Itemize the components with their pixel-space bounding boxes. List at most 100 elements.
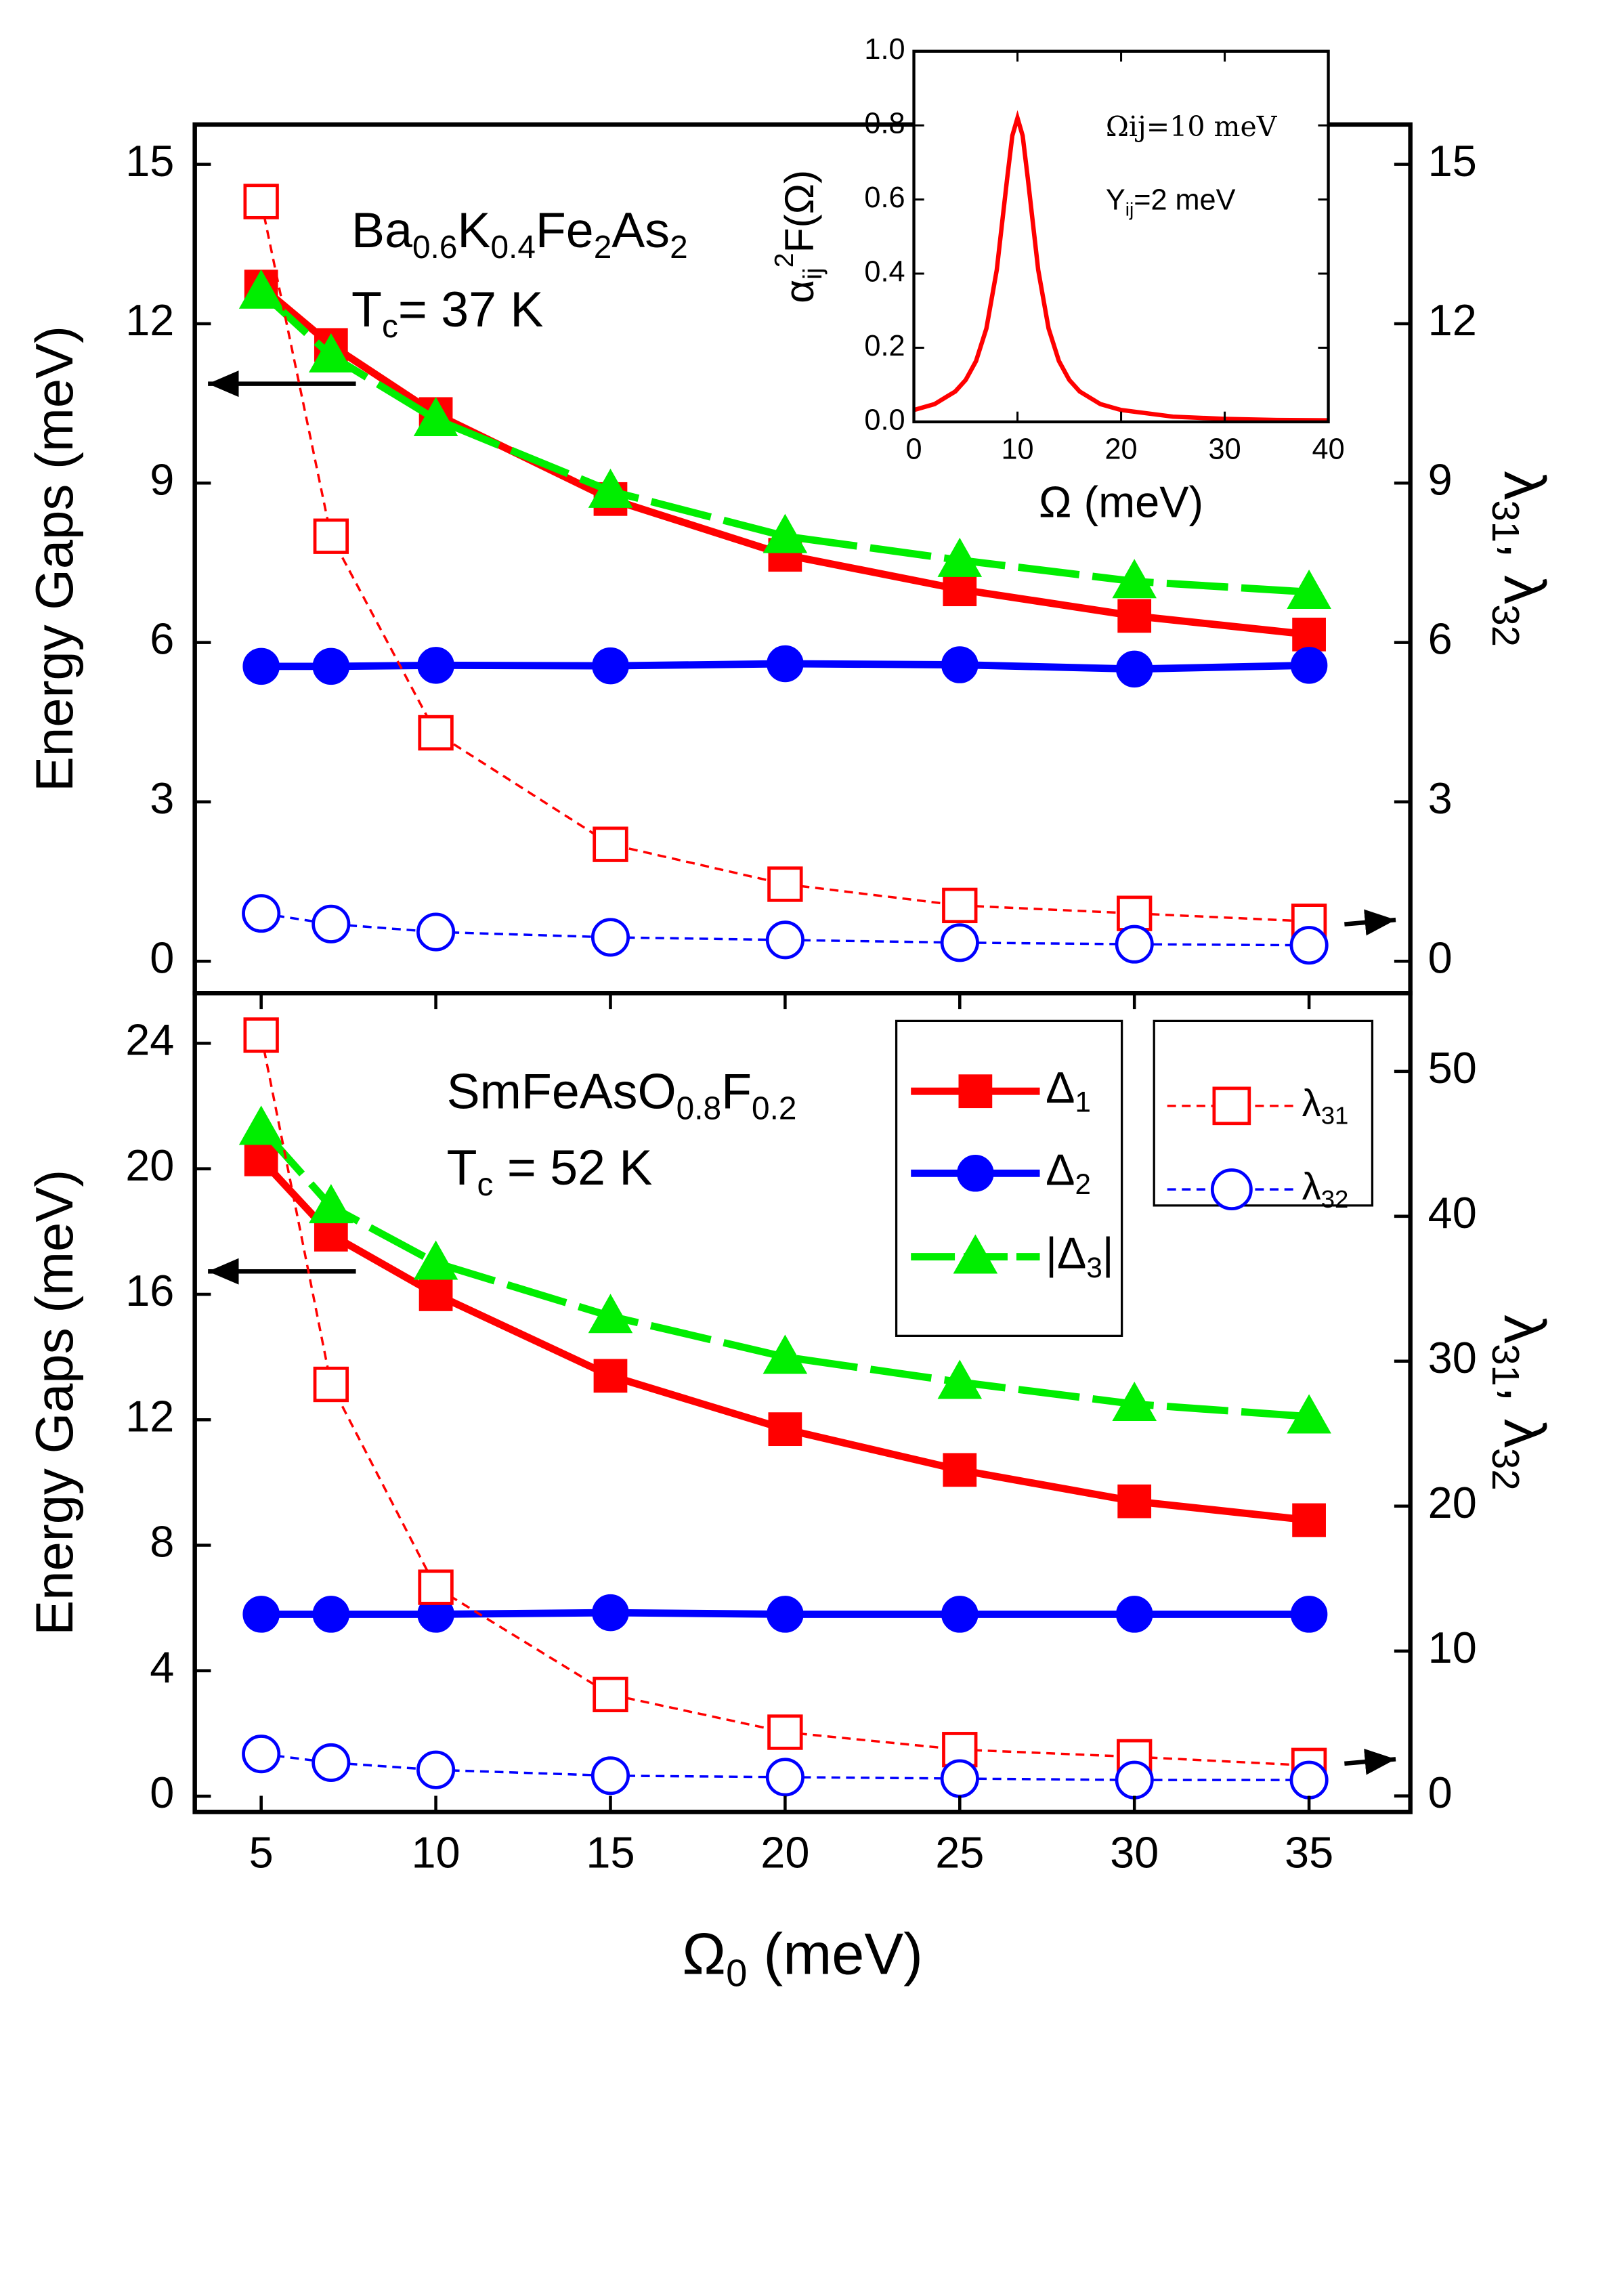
marker-circle <box>242 894 281 933</box>
annotation: Ωij=10 meV <box>1106 110 1278 143</box>
y2-tick-label: 9 <box>1428 454 1453 504</box>
subscript: 0.6 <box>412 230 457 265</box>
annotation: Tc= 37 K <box>351 281 543 344</box>
marker-circle <box>590 918 630 957</box>
marker-triangle <box>413 1240 458 1280</box>
x-tick-label: 20 <box>760 1827 809 1877</box>
marker-triangle <box>1287 1394 1331 1434</box>
subscript: 32 <box>1484 1448 1527 1491</box>
marker-circle <box>590 1756 630 1795</box>
text-part: = 37 K <box>398 281 544 337</box>
marker-circle <box>592 647 629 685</box>
y2-tick-label: 3 <box>1428 773 1453 823</box>
marker-circle <box>242 1596 280 1633</box>
marker-square <box>768 1412 802 1447</box>
annotation: Ba0.6K0.4Fe2As2 <box>351 202 688 265</box>
marker-square <box>418 1569 454 1605</box>
text-part: λ <box>1492 1315 1557 1344</box>
legend-label: λ32 <box>1302 1165 1349 1213</box>
marker-square <box>943 572 977 607</box>
y2-tick-label: 30 <box>1428 1333 1477 1382</box>
legend-box <box>895 1019 1123 1337</box>
marker-triangle <box>238 1105 284 1145</box>
marker-circle <box>312 1743 351 1783</box>
text-part: K <box>457 202 490 258</box>
marker-circle <box>312 904 351 943</box>
y-axis-label: αij2F(Ω) <box>769 170 828 303</box>
y-axis-label: Energy Gaps (meV) <box>26 326 84 792</box>
x-axis-label: Ω0 (meV) <box>682 1921 922 1994</box>
text-part: = 52 K <box>493 1140 652 1196</box>
marker-circle <box>416 912 456 952</box>
subscript: 32 <box>1484 604 1527 647</box>
text-part: λ <box>1492 471 1557 500</box>
x-tick-label: 10 <box>411 1827 460 1877</box>
marker-square <box>1117 895 1153 931</box>
x-tick-label: 15 <box>586 1827 635 1877</box>
marker-circle <box>1210 1168 1253 1211</box>
marker-square <box>767 1714 803 1750</box>
marker-square <box>1117 1484 1152 1518</box>
marker-circle <box>1290 647 1328 684</box>
marker-triangle <box>937 1359 983 1399</box>
marker-triangle <box>1112 559 1157 599</box>
y2-tick-label: 0 <box>1428 933 1453 982</box>
x-axis-label: Ω (meV) <box>1039 477 1203 526</box>
y2-tick-label: 6 <box>1428 614 1453 664</box>
y-tick-label: 0 <box>150 1768 174 1817</box>
marker-square <box>767 866 803 902</box>
y-tick-label: 0.2 <box>864 330 905 362</box>
legend-label: |Δ3| <box>1046 1229 1113 1283</box>
x-tick-label: 30 <box>1110 1827 1159 1877</box>
marker-triangle <box>937 537 983 577</box>
y2-axis-label: λ31, λ32 <box>1484 471 1557 647</box>
marker-circle <box>417 647 454 684</box>
text-part: , λ <box>1492 543 1557 604</box>
subscript: 0 <box>726 1951 747 1994</box>
x-tick-label: 0 <box>906 433 922 466</box>
text-part: F(Ω) <box>776 170 822 253</box>
marker-square <box>314 1218 348 1252</box>
marker-circle <box>941 1596 979 1633</box>
marker-circle <box>765 1758 804 1797</box>
marker-circle <box>1290 1596 1328 1633</box>
y2-tick-label: 12 <box>1428 295 1477 345</box>
y-tick-label: 20 <box>125 1141 174 1190</box>
marker-square <box>1292 617 1326 652</box>
legend-label: Δ1 <box>1046 1063 1091 1118</box>
y-tick-label: 0 <box>150 933 174 982</box>
legend-label: Δ2 <box>1046 1145 1091 1199</box>
subscript: ij <box>798 268 828 280</box>
y2-tick-label: 40 <box>1428 1188 1477 1237</box>
marker-square <box>418 1277 453 1311</box>
right-axis-arrow <box>1344 909 1396 936</box>
text-part: As <box>611 202 670 258</box>
marker-circle <box>1289 1760 1329 1800</box>
x-tick-label: 5 <box>249 1827 274 1877</box>
marker-square <box>418 715 454 751</box>
marker-square <box>593 1359 628 1393</box>
series-line <box>259 1035 1310 1767</box>
marker-circle <box>416 1750 456 1789</box>
right-axis-arrow <box>1344 1748 1396 1775</box>
y-tick-label: 0.0 <box>864 404 905 436</box>
marker-circle <box>1115 1760 1154 1800</box>
marker-square <box>243 184 279 219</box>
marker-square <box>313 1366 349 1403</box>
x-tick-label: 30 <box>1209 433 1241 466</box>
y-tick-label: 9 <box>150 454 174 504</box>
marker-triangle <box>953 1234 998 1274</box>
marker-circle <box>941 646 979 683</box>
marker-square <box>243 1017 279 1053</box>
y-tick-label: 0.8 <box>864 108 905 140</box>
marker-circle <box>312 647 350 685</box>
marker-square <box>1292 1503 1326 1537</box>
inset-background <box>914 51 1329 422</box>
y-tick-label: 0.6 <box>864 182 905 214</box>
marker-circle <box>767 1596 804 1633</box>
text-part: Ω <box>682 1921 726 1986</box>
text-part: =2 meV <box>1134 184 1235 217</box>
marker-square <box>1212 1086 1251 1126</box>
subscript: c <box>382 308 398 344</box>
